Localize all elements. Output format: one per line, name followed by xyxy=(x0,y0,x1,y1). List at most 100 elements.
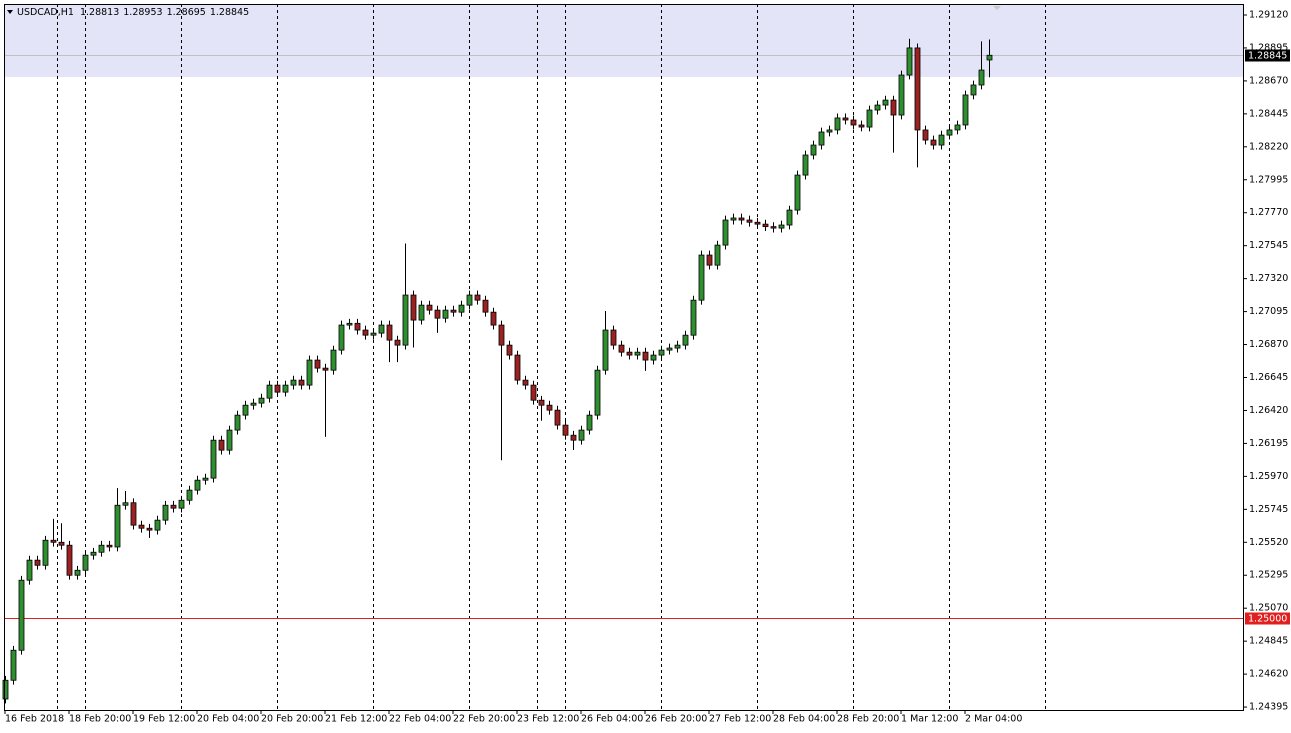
candle-body xyxy=(410,294,417,321)
candle-body xyxy=(442,309,449,319)
candle-body xyxy=(154,519,161,531)
candle-body xyxy=(714,244,721,266)
candle-body xyxy=(114,504,121,548)
candle-body xyxy=(498,324,505,346)
x-tick-label: 2 Mar 04:00 xyxy=(965,714,1022,725)
candle-body xyxy=(98,544,105,553)
candle-body xyxy=(698,254,705,301)
candle-body xyxy=(650,354,657,361)
candle-body xyxy=(186,489,193,501)
candle-body xyxy=(586,414,593,431)
candle-body xyxy=(226,429,233,451)
candle-body xyxy=(434,309,441,319)
x-tick-label: 22 Feb 20:00 xyxy=(453,714,515,725)
candle-body xyxy=(706,254,713,266)
candle-body xyxy=(130,502,137,526)
candle-body xyxy=(362,329,369,336)
x-tick-label: 21 Feb 12:00 xyxy=(325,714,387,725)
candle-body xyxy=(770,226,777,229)
candle-body xyxy=(58,541,65,546)
candle-body xyxy=(194,479,201,491)
candle-body xyxy=(938,134,945,146)
candle-body xyxy=(810,144,817,156)
candle-body xyxy=(458,304,465,313)
candle-body xyxy=(210,439,217,479)
candle-body xyxy=(634,351,641,356)
level-label-box xyxy=(1245,612,1290,625)
y-tick-label: 1.26195 xyxy=(1249,438,1288,449)
candle-body xyxy=(170,504,177,509)
candle-body xyxy=(986,54,993,61)
candle-body xyxy=(354,322,361,331)
candle-body xyxy=(594,369,601,416)
y-tick-label: 1.24620 xyxy=(1249,669,1288,680)
candle-body xyxy=(402,294,409,346)
candle-body xyxy=(122,502,129,506)
candle-body xyxy=(378,324,385,334)
candle-body xyxy=(322,367,329,371)
candle-body xyxy=(842,117,849,121)
candle-body xyxy=(74,569,81,576)
candle-body xyxy=(274,384,281,393)
candle-body xyxy=(450,309,457,313)
candle-body xyxy=(474,294,481,301)
candle-body xyxy=(250,402,257,406)
candle-body xyxy=(962,94,969,126)
candle-body xyxy=(466,294,473,306)
candle-body xyxy=(514,354,521,381)
candle-body xyxy=(202,477,209,481)
candle-body xyxy=(426,304,433,311)
candle-body xyxy=(346,322,353,326)
x-tick-label: 22 Feb 04:00 xyxy=(389,714,451,725)
candle-body xyxy=(178,499,185,509)
candle-body xyxy=(562,424,569,436)
candle-body xyxy=(50,539,57,543)
candle-body xyxy=(330,349,337,371)
x-tick-label: 19 Feb 12:00 xyxy=(133,714,195,725)
candle-body xyxy=(538,399,545,406)
candle-body xyxy=(642,351,649,361)
candle-body xyxy=(602,329,609,371)
candle-body xyxy=(610,329,617,346)
candle-body xyxy=(386,324,393,341)
candle-body xyxy=(778,224,785,229)
candle-body xyxy=(946,129,953,136)
candle-body xyxy=(66,544,73,576)
candle-body xyxy=(290,379,297,386)
candle-body xyxy=(786,209,793,226)
y-tick-label: 1.26645 xyxy=(1249,372,1288,383)
symbol: USDCAD,H1 xyxy=(17,7,74,18)
candle-body xyxy=(674,344,681,349)
candle-body xyxy=(658,349,665,356)
menu-arrow[interactable] xyxy=(7,10,13,14)
candle-body xyxy=(234,414,241,431)
candle-body xyxy=(82,554,89,571)
y-tick-label: 1.28895 xyxy=(1249,42,1288,53)
candle-body xyxy=(26,559,33,581)
candle-body xyxy=(242,404,249,416)
candle-body xyxy=(314,359,321,369)
candle-body xyxy=(418,304,425,321)
plot-frame xyxy=(4,4,1244,711)
candle-body xyxy=(730,217,737,221)
candle-body xyxy=(10,649,17,681)
candle-body xyxy=(866,109,873,128)
candle-body xyxy=(978,69,985,86)
x-tick-label: 1 Mar 12:00 xyxy=(901,714,958,725)
zone xyxy=(4,4,1243,77)
candle-body xyxy=(138,524,145,529)
x-tick-label: 26 Feb 20:00 xyxy=(645,714,707,725)
candle-body xyxy=(482,299,489,313)
candle-body xyxy=(858,124,865,128)
candle-body xyxy=(554,409,561,426)
candle-body xyxy=(34,559,41,566)
candle-body xyxy=(370,332,377,336)
y-tick-label: 1.25745 xyxy=(1249,504,1288,515)
y-tick-label: 1.29120 xyxy=(1249,9,1288,20)
candle-body xyxy=(626,351,633,356)
candle-body xyxy=(394,339,401,346)
candle-body xyxy=(90,551,97,556)
candle-body xyxy=(874,104,881,111)
x-tick-label: 23 Feb 12:00 xyxy=(517,714,579,725)
